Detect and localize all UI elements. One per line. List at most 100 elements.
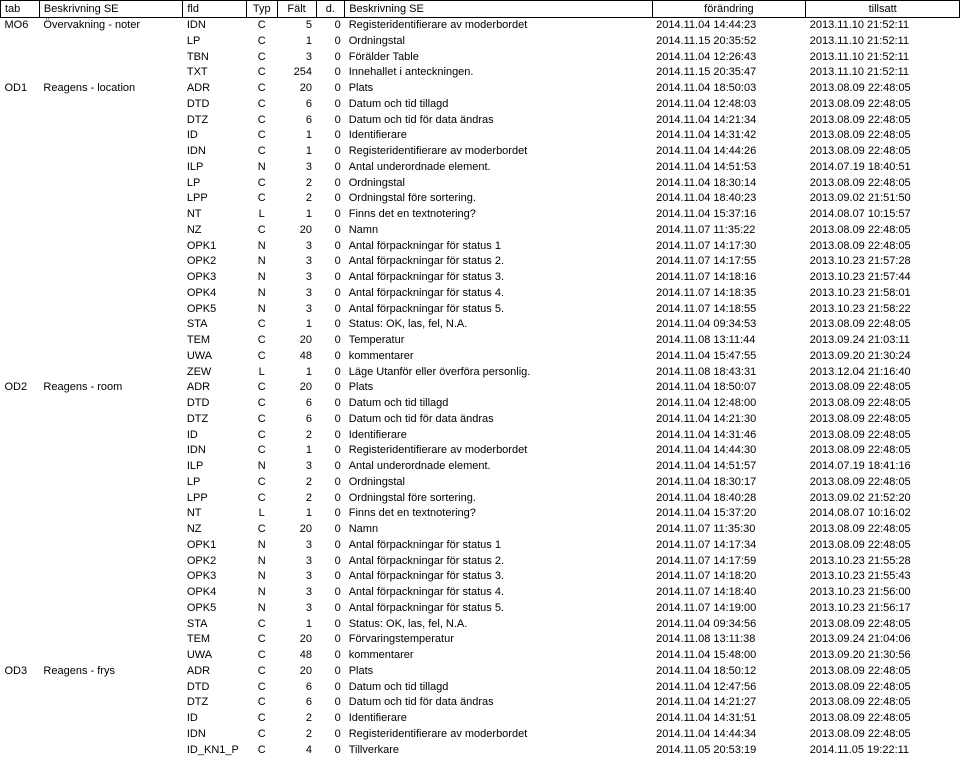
cell: 2013.08.09 22:48:05 [806, 81, 960, 97]
table-row: OPK1N30Antal förpackningar för status 12… [1, 239, 960, 255]
table-row: TEMC200Temperatur2014.11.08 13:11:442013… [1, 333, 960, 349]
cell: DTZ [183, 695, 247, 711]
cell: 1 [277, 443, 316, 459]
cell: 2014.11.04 14:51:57 [652, 459, 806, 475]
cell: OPK2 [183, 554, 247, 570]
cell: 1 [277, 128, 316, 144]
cell: 0 [316, 664, 345, 680]
cell [39, 34, 182, 50]
table-row: IDC20Identifierare2014.11.04 14:31:51201… [1, 711, 960, 727]
cell [1, 160, 40, 176]
cell [1, 317, 40, 333]
cell [1, 459, 40, 475]
cell: 2013.09.02 21:52:20 [806, 491, 960, 507]
cell: L [246, 207, 277, 223]
cell [39, 254, 182, 270]
cell: 2013.08.09 22:48:05 [806, 176, 960, 192]
header-row: tab Beskrivning SE fld Typ Fält d. Beskr… [1, 1, 960, 18]
table-row: STAC10Status: OK, las, fel, N.A.2014.11.… [1, 317, 960, 333]
cell: 0 [316, 65, 345, 81]
cell: 2014.11.15 20:35:47 [652, 65, 806, 81]
cell: 0 [316, 81, 345, 97]
data-table: tab Beskrivning SE fld Typ Fält d. Beskr… [0, 0, 960, 758]
cell: OPK4 [183, 585, 247, 601]
cell [1, 632, 40, 648]
table-row: OPK5N30Antal förpackningar för status 5.… [1, 302, 960, 318]
cell: Status: OK, las, fel, N.A. [345, 317, 652, 333]
cell: 2014.11.04 14:21:30 [652, 412, 806, 428]
cell: N [246, 270, 277, 286]
cell [39, 632, 182, 648]
cell: DTD [183, 680, 247, 696]
cell: 0 [316, 475, 345, 491]
table-row: OPK4N30Antal förpackningar för status 4.… [1, 585, 960, 601]
cell [1, 743, 40, 758]
cell: C [246, 317, 277, 333]
cell [1, 443, 40, 459]
cell: NZ [183, 223, 247, 239]
cell: 0 [316, 380, 345, 396]
cell: 2014.11.04 12:47:56 [652, 680, 806, 696]
cell: 2013.08.09 22:48:05 [806, 223, 960, 239]
table-row: UWAC480kommentarer2014.11.04 15:47:55201… [1, 349, 960, 365]
cell [1, 680, 40, 696]
cell: 0 [316, 317, 345, 333]
table-body: MO6Övervakning - noterIDNC50Registeriden… [1, 18, 960, 758]
cell: C [246, 711, 277, 727]
cell: 6 [277, 412, 316, 428]
cell: 2013.08.09 22:48:05 [806, 475, 960, 491]
cell: 2013.08.09 22:48:05 [806, 443, 960, 459]
cell [1, 695, 40, 711]
cell: 2014.11.08 13:11:38 [652, 632, 806, 648]
cell: 2014.11.07 11:35:22 [652, 223, 806, 239]
cell: Plats [345, 81, 652, 97]
cell [39, 160, 182, 176]
cell: 2013.09.24 21:04:06 [806, 632, 960, 648]
cell [1, 50, 40, 66]
cell: ID [183, 128, 247, 144]
table-row: IDNC10Registeridentifierare av moderbord… [1, 144, 960, 160]
table-row: OPK2N30Antal förpackningar för status 2.… [1, 554, 960, 570]
table-row: DTDC60Datum och tid tillagd2014.11.04 12… [1, 680, 960, 696]
cell: 20 [277, 380, 316, 396]
table-row: ID_KN1_PC40Tillverkare2014.11.05 20:53:1… [1, 743, 960, 758]
cell: 2013.08.09 22:48:05 [806, 664, 960, 680]
cell [1, 475, 40, 491]
cell [1, 554, 40, 570]
cell: 2014.11.04 14:31:51 [652, 711, 806, 727]
cell: 2014.11.15 20:35:52 [652, 34, 806, 50]
cell [39, 569, 182, 585]
cell: Finns det en textnotering? [345, 506, 652, 522]
cell: OD2 [1, 380, 40, 396]
cell: LP [183, 475, 247, 491]
cell: Namn [345, 223, 652, 239]
cell [1, 34, 40, 50]
cell: C [246, 333, 277, 349]
cell: 0 [316, 443, 345, 459]
cell: Reagens - frys [39, 664, 182, 680]
cell: C [246, 396, 277, 412]
cell: 2013.10.23 21:58:01 [806, 286, 960, 302]
cell: 2013.10.23 21:55:28 [806, 554, 960, 570]
cell: NZ [183, 522, 247, 538]
col-d: d. [316, 1, 345, 18]
cell: Plats [345, 380, 652, 396]
cell [39, 317, 182, 333]
cell: Antal förpackningar för status 5. [345, 302, 652, 318]
cell: OPK5 [183, 302, 247, 318]
cell: 0 [316, 412, 345, 428]
cell [39, 648, 182, 664]
cell: 2013.08.09 22:48:05 [806, 727, 960, 743]
cell: N [246, 160, 277, 176]
cell: C [246, 191, 277, 207]
cell: 0 [316, 617, 345, 633]
cell: 0 [316, 491, 345, 507]
cell: 0 [316, 365, 345, 381]
cell: ZEW [183, 365, 247, 381]
cell: 2013.11.10 21:52:11 [806, 50, 960, 66]
cell: 3 [277, 459, 316, 475]
cell: 2013.11.10 21:52:11 [806, 18, 960, 34]
cell: 2013.08.09 22:48:05 [806, 113, 960, 129]
table-row: NTL10Finns det en textnotering?2014.11.0… [1, 506, 960, 522]
cell: 0 [316, 632, 345, 648]
